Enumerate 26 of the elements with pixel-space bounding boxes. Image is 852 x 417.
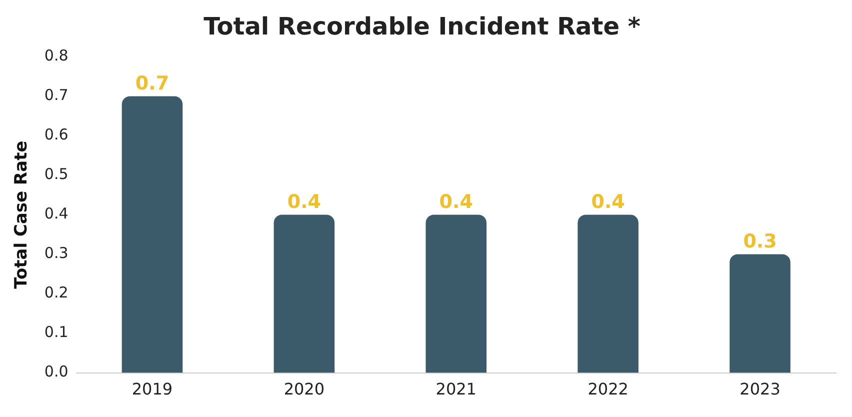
chart-title: Total Recordable Incident Rate * — [204, 12, 641, 41]
bar — [730, 254, 790, 373]
data-label: 0.3 — [743, 230, 777, 253]
data-label: 0.4 — [439, 191, 473, 214]
x-tick-label: 2023 — [740, 380, 780, 399]
data-label: 0.4 — [287, 191, 322, 214]
x-tick-label: 2021 — [436, 380, 476, 399]
data-label: 0.4 — [591, 191, 625, 214]
bar — [426, 214, 487, 373]
y-tick-label: 0.4 — [44, 204, 68, 223]
bar — [578, 214, 638, 373]
x-tick-label: 2019 — [132, 380, 173, 399]
y-tick-label: 0.1 — [44, 323, 68, 342]
y-tick-label: 0.3 — [44, 244, 68, 262]
bar — [274, 214, 335, 373]
y-tick-label: 0.8 — [44, 46, 68, 65]
x-tick-label: 2022 — [588, 380, 628, 399]
y-tick-label: 0.6 — [44, 126, 68, 144]
y-tick-label: 0.7 — [44, 86, 68, 104]
y-axis-title: Total Case Rate — [12, 140, 32, 289]
y-tick-label: 0.2 — [44, 284, 68, 302]
x-tick-label: 2020 — [284, 380, 325, 399]
y-tick-label: 0.5 — [44, 165, 68, 184]
data-label: 0.7 — [135, 72, 170, 95]
y-tick-label: 0.0 — [44, 362, 68, 381]
bar — [122, 96, 183, 373]
